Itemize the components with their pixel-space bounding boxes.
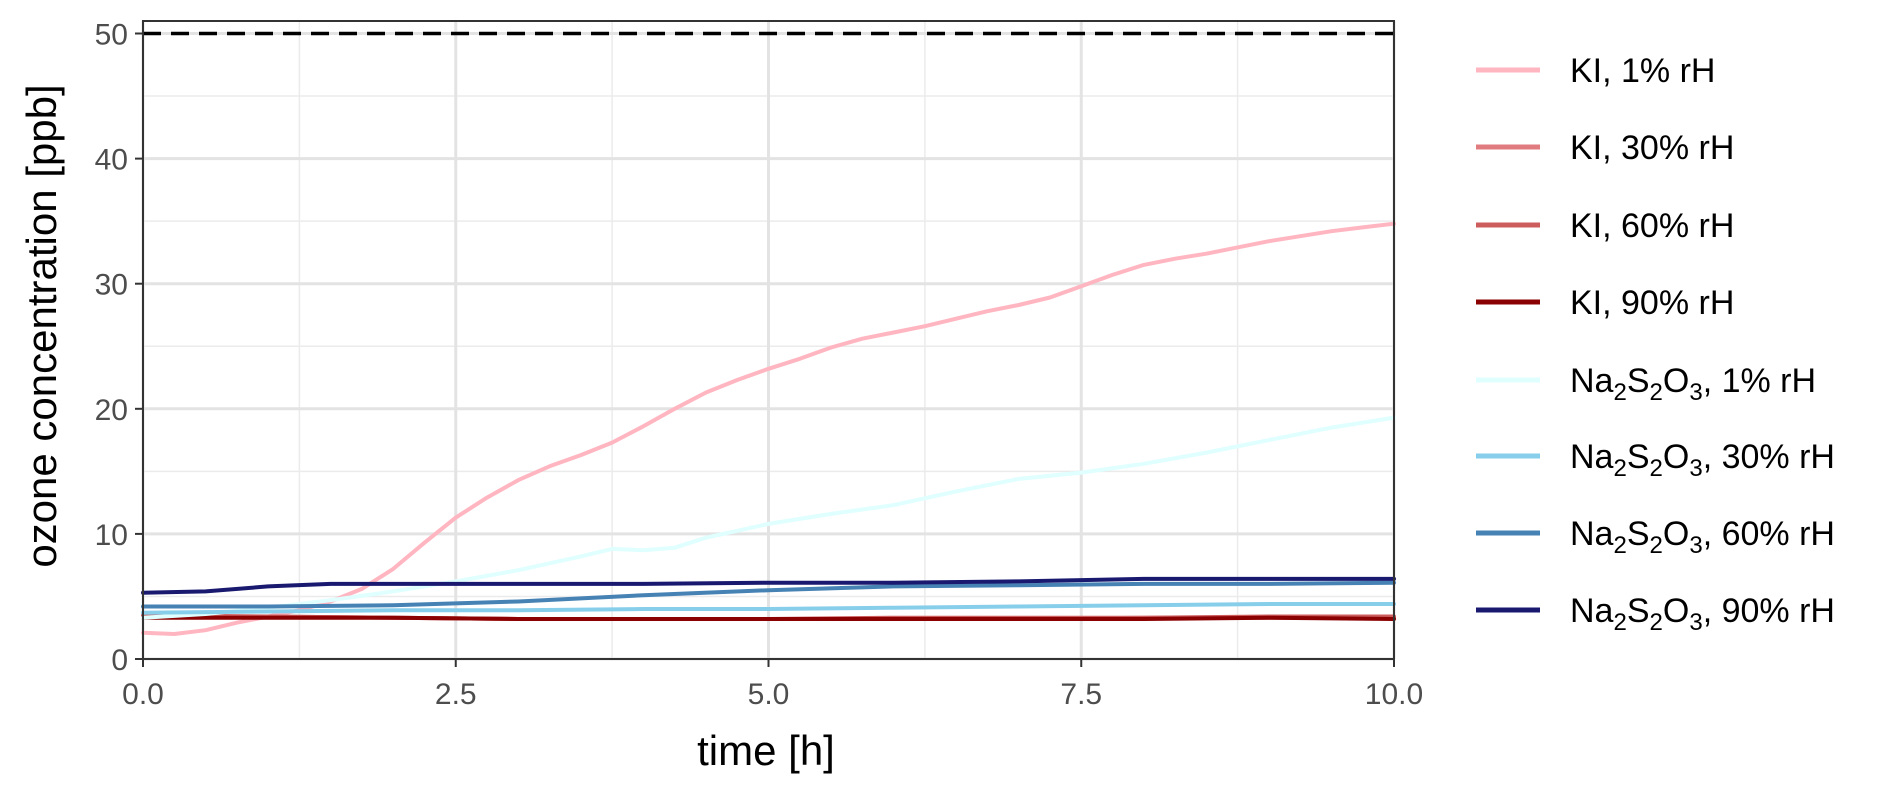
grid bbox=[141, 21, 1396, 661]
x-tick-label: 2.5 bbox=[435, 678, 477, 711]
y-tick-label: 20 bbox=[95, 394, 128, 427]
y-axis-title: ozone concentration [ppb] bbox=[18, 84, 65, 567]
series-line-1 bbox=[141, 221, 1396, 636]
series-line-6 bbox=[141, 602, 1396, 615]
x-tick-label: 7.5 bbox=[1060, 678, 1102, 711]
y-tick-label: 30 bbox=[95, 269, 128, 302]
series-line-7 bbox=[141, 580, 1396, 609]
x-axis-title: time [h] bbox=[697, 727, 835, 774]
series-line-5 bbox=[141, 415, 1396, 620]
series-line-8 bbox=[141, 576, 1396, 595]
legend-label: Na2S2O3, 1% rH bbox=[1570, 362, 1816, 406]
legend: KI, 1% rH KI, 30% rH KI, 60% rH KI, 90% rH N… bbox=[1476, 52, 1835, 636]
legend-label: Na2S2O3, 90% rH bbox=[1570, 592, 1835, 636]
x-tick-label: 10.0 bbox=[1365, 678, 1423, 711]
x-tick-label: 0.0 bbox=[122, 678, 164, 711]
x-tick-label: 5.0 bbox=[748, 678, 790, 711]
y-tick-label: 0 bbox=[111, 644, 128, 677]
legend-label: KI, 60% rH bbox=[1570, 207, 1734, 245]
y-tick-label: 40 bbox=[95, 144, 128, 177]
series-lines bbox=[141, 221, 1396, 636]
series-line-4 bbox=[141, 615, 1396, 621]
legend-label: KI, 90% rH bbox=[1570, 284, 1734, 322]
legend-label: Na2S2O3, 30% rH bbox=[1570, 438, 1835, 482]
legend-label: KI, 30% rH bbox=[1570, 129, 1734, 167]
axis-ticks: 0.0 2.5 5.0 7.5 10.0 0 10 20 30 40 50 bbox=[95, 19, 1424, 711]
y-tick-label: 50 bbox=[95, 19, 128, 52]
legend-label: Na2S2O3, 60% rH bbox=[1570, 515, 1835, 559]
legend-label: KI, 1% rH bbox=[1570, 52, 1715, 90]
y-tick-label: 10 bbox=[95, 519, 128, 552]
